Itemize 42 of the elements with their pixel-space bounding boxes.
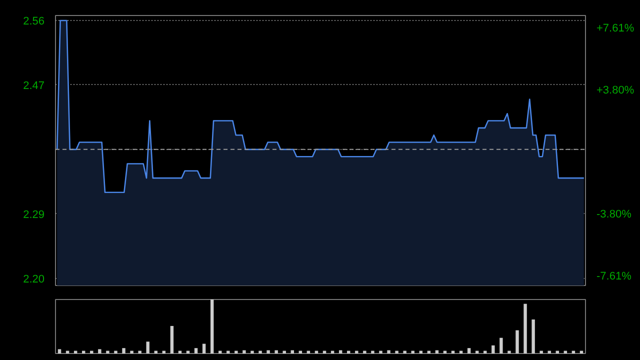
bar: [467, 348, 471, 354]
bar: [508, 350, 511, 354]
y-tick-label: 2.29: [23, 208, 45, 221]
bar: [130, 350, 134, 354]
bar: [532, 319, 535, 354]
bar: [540, 350, 543, 354]
bar: [194, 348, 198, 354]
bar: [250, 350, 254, 354]
bar: [58, 349, 62, 354]
bar: [266, 350, 270, 354]
bar: [274, 350, 278, 354]
y2-tick-label: -7.61%: [596, 270, 632, 283]
bar: [371, 350, 374, 354]
y-tick-label: 2.56: [23, 16, 45, 28]
bar: [226, 350, 230, 354]
bar: [516, 330, 519, 354]
bar: [500, 338, 503, 354]
bar: [395, 350, 398, 354]
bar: [363, 350, 366, 354]
bar: [258, 350, 262, 354]
bar: [138, 350, 142, 354]
bar: [242, 350, 246, 354]
bar: [122, 348, 126, 354]
y2-tick-label: +7.61%: [596, 22, 634, 34]
y2-tick-label: +3.80%: [596, 84, 634, 96]
bar: [234, 350, 238, 354]
bar: [210, 300, 214, 354]
bar: [146, 342, 150, 354]
bar: [170, 326, 174, 354]
bar: [492, 345, 495, 354]
bar: [411, 350, 414, 354]
y-tick-label: 2.47: [23, 80, 45, 92]
y2-tick-label: -3.80%: [596, 208, 632, 220]
bar: [98, 349, 102, 354]
bar: [106, 350, 110, 354]
bar: [387, 350, 390, 354]
bar: [202, 344, 206, 354]
bar: [403, 350, 406, 354]
bar: [114, 350, 118, 354]
bar: [524, 304, 527, 354]
bar: [379, 350, 382, 354]
y-tick-label: 2.20: [23, 273, 45, 286]
